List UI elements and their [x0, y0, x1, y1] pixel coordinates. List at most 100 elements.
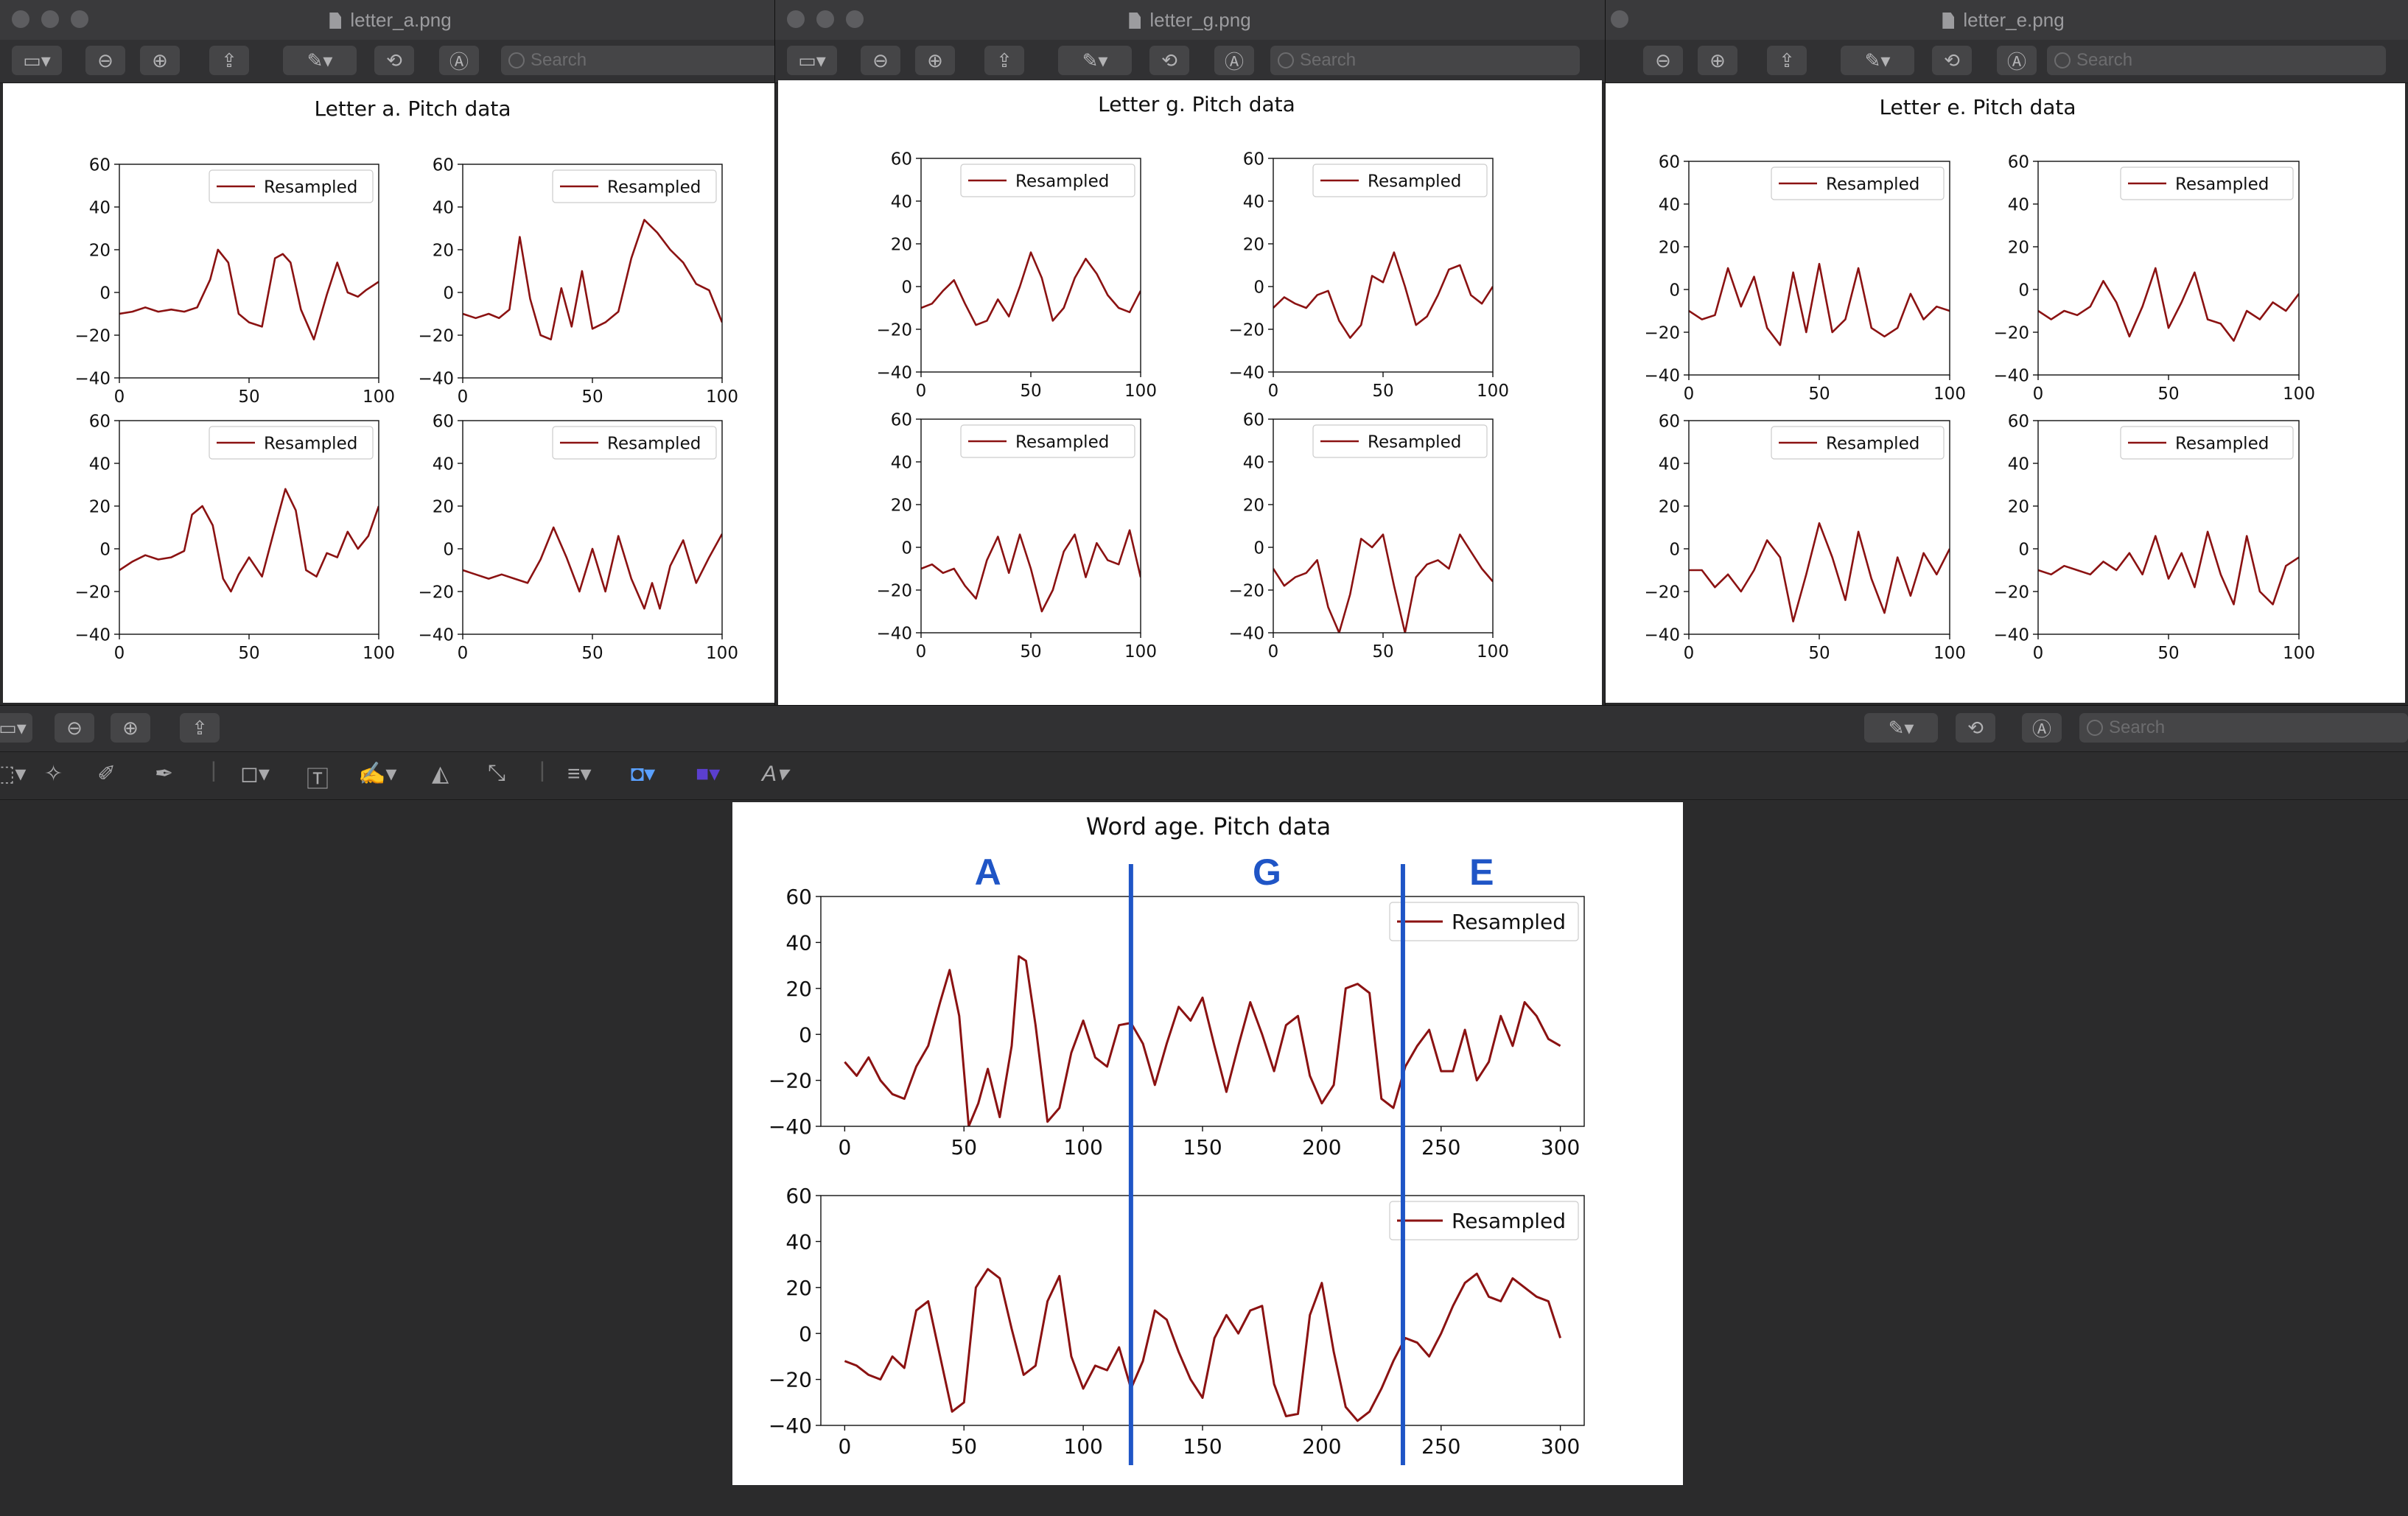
markup-pen-button[interactable]: ✎▾ [283, 46, 357, 75]
x-tick-label: 200 [1302, 1135, 1341, 1159]
close-window-button[interactable] [1611, 10, 1628, 28]
y-tick-label: −20 [1993, 583, 2029, 602]
toolbar: ▭▾ ⊖ ⊕ ⇪ ✎▾ ⟲ Ⓐ Search [0, 40, 781, 83]
search-field[interactable]: Search [1270, 46, 1580, 75]
legend-box [960, 424, 1135, 458]
segment-label: G [1253, 852, 1281, 893]
preview-window-letter-g: letter_g.png ▭▾ ⊖ ⊕ ⇪ ✎▾ ⟲ Ⓐ Search Lett… [775, 0, 1605, 709]
shapes-icon[interactable]: ◻▾ [240, 762, 270, 786]
figure-title: Letter g. Pitch data [1098, 92, 1295, 116]
sketch-icon[interactable]: ✐ [97, 762, 116, 786]
divider: | [211, 758, 217, 782]
preview-window-word-age: ▭▾ ⊖ ⊕ ⇪ ✎▾ ⟲ Ⓐ Search ⬚▾ ✧ ✐ ✒ | ◻▾ 🅃 ✍… [0, 706, 2408, 1516]
y-tick-label: −20 [769, 1069, 812, 1093]
x-tick-label: 0 [114, 644, 125, 663]
line-style-icon[interactable]: ≡▾ [567, 762, 592, 786]
y-tick-label: 40 [1659, 455, 1680, 474]
y-tick-label: 20 [1243, 496, 1264, 515]
zoom-out-button[interactable]: ⊖ [861, 46, 900, 75]
selection-tool-icon[interactable]: ⬚▾ [0, 762, 27, 786]
markup-pen-button[interactable]: ✎▾ [1864, 713, 1938, 743]
search-field[interactable]: Search [501, 46, 781, 75]
draw-icon[interactable]: ✒ [155, 762, 174, 786]
title-bar[interactable]: letter_g.png [775, 0, 1605, 40]
markup-toolbar-button[interactable]: Ⓐ [439, 46, 479, 75]
search-placeholder: Search [2076, 50, 2133, 70]
markup-toolbar-button[interactable]: Ⓐ [1997, 46, 2037, 75]
rotate-button[interactable]: ⟲ [1149, 46, 1189, 75]
zoom-out-button[interactable]: ⊖ [85, 46, 125, 75]
legend-label: Resampled [2175, 434, 2269, 453]
legend-label: Resampled [264, 434, 357, 453]
search-field[interactable]: Search [2079, 713, 2408, 743]
chart-panel: −40 −20 0 20 40 60 0 50 100 Resampled [418, 155, 738, 407]
adjust-size-icon[interactable]: ⤡ [488, 761, 505, 785]
markup-pen-button[interactable]: ✎▾ [1841, 46, 1914, 75]
share-button[interactable]: ⇪ [209, 46, 249, 75]
x-tick-label: 300 [1541, 1434, 1580, 1459]
markup-pen-button[interactable]: ✎▾ [1058, 46, 1132, 75]
x-tick-label: 0 [458, 644, 469, 663]
sidebar-toggle-button[interactable]: ▭▾ [787, 46, 837, 75]
y-tick-label: 40 [785, 1229, 812, 1254]
instant-alpha-icon[interactable]: ✧ [44, 762, 63, 786]
rotate-button[interactable]: ⟲ [374, 46, 414, 75]
markup-toolbar-button[interactable]: Ⓐ [1214, 46, 1254, 75]
legend-box [1389, 1201, 1579, 1240]
zoom-out-button[interactable]: ⊖ [1643, 46, 1683, 75]
window-title-text: letter_g.png [1149, 9, 1251, 31]
adjust-color-icon[interactable]: ◭ [432, 762, 449, 786]
text-style-icon[interactable]: A▾ [762, 762, 788, 786]
zoom-in-button[interactable]: ⊕ [1698, 46, 1737, 75]
search-field[interactable]: Search [2047, 46, 2386, 75]
x-tick-label: 150 [1183, 1135, 1222, 1159]
y-tick-label: 0 [1253, 538, 1264, 558]
share-button[interactable]: ⇪ [984, 46, 1024, 75]
x-tick-label: 100 [706, 644, 738, 663]
legend-label: Resampled [1452, 910, 1566, 934]
title-bar[interactable]: letter_a.png [0, 0, 781, 40]
zoom-window-button[interactable] [71, 10, 88, 28]
fill-color-icon[interactable]: ■▾ [696, 762, 721, 786]
segment-label: A [975, 852, 1001, 893]
rotate-button[interactable]: ⟲ [1932, 46, 1972, 75]
y-tick-label: −40 [1644, 625, 1680, 645]
x-tick-label: 100 [1933, 644, 1966, 663]
text-box-icon[interactable]: 🅃 [307, 768, 329, 792]
window-controls [1611, 10, 1628, 28]
zoom-in-button[interactable]: ⊕ [111, 713, 150, 743]
sidebar-toggle-button[interactable]: ▭▾ [0, 713, 32, 743]
y-tick-label: 0 [99, 540, 111, 559]
share-button[interactable]: ⇪ [1767, 46, 1807, 75]
legend-label: Resampled [1015, 172, 1109, 191]
x-tick-label: 50 [1372, 642, 1393, 662]
zoom-window-button[interactable] [846, 10, 864, 28]
y-tick-label: −20 [1644, 323, 1680, 343]
close-window-button[interactable] [12, 10, 29, 28]
zoom-out-button[interactable]: ⊖ [55, 713, 94, 743]
x-tick-label: 0 [2033, 385, 2044, 404]
minimize-window-button[interactable] [41, 10, 59, 28]
rotate-button[interactable]: ⟲ [1956, 713, 1995, 743]
y-tick-label: −20 [1644, 583, 1680, 602]
close-window-button[interactable] [787, 10, 805, 28]
sign-icon[interactable]: ✍▾ [358, 762, 397, 786]
markup-toolbar-button[interactable]: Ⓐ [2022, 713, 2062, 743]
legend-box [1389, 902, 1579, 941]
search-icon [2054, 52, 2071, 69]
border-color-icon[interactable]: ◘▾ [631, 762, 656, 786]
series-line [463, 526, 722, 610]
y-tick-label: 40 [89, 455, 111, 474]
share-button[interactable]: ⇪ [180, 713, 220, 743]
minimize-window-button[interactable] [816, 10, 834, 28]
x-tick-label: 50 [1808, 385, 1830, 404]
title-bar[interactable]: letter_e.png [1599, 0, 2408, 40]
zoom-in-button[interactable]: ⊕ [915, 46, 955, 75]
preview-window-letter-e: letter_e.png ⊖ ⊕ ⇪ ✎▾ ⟲ Ⓐ Search Letter … [1599, 0, 2408, 706]
y-tick-label: −20 [1228, 320, 1264, 340]
zoom-in-button[interactable]: ⊕ [140, 46, 180, 75]
y-tick-label: 20 [89, 241, 111, 260]
x-tick-label: 0 [2033, 644, 2044, 663]
sidebar-toggle-button[interactable]: ▭▾ [12, 46, 62, 75]
x-tick-label: 200 [1302, 1434, 1341, 1459]
